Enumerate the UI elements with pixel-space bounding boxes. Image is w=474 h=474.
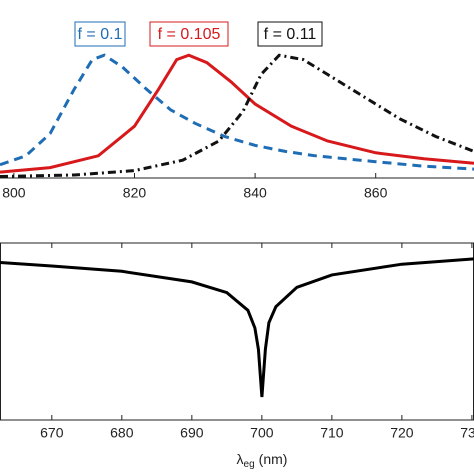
- x-axis-label: λeg (nm): [237, 451, 288, 470]
- legend-box: [74, 21, 126, 47]
- x-tick-label: 670: [40, 425, 64, 441]
- x-tick-label: 820: [123, 185, 147, 201]
- series-line: [0, 257, 474, 398]
- bottom-axis-frame: [0, 242, 474, 421]
- series-line: [0, 53, 474, 174]
- x-tick-label: 730: [460, 425, 474, 441]
- x-tick-label: 800: [2, 185, 26, 201]
- legend-label: f = 0.105: [158, 26, 221, 43]
- legend-box: [257, 21, 323, 47]
- x-tick-label: 690: [180, 425, 204, 441]
- legend-label: f = 0.1: [78, 26, 123, 43]
- x-tick-label: 710: [320, 425, 344, 441]
- x-axis-label-unit: (nm): [259, 451, 288, 467]
- x-axis-label-symbol: λ: [237, 451, 244, 467]
- x-tick-label: 680: [110, 425, 134, 441]
- x-tick-label: 720: [390, 425, 414, 441]
- x-tick-label: 860: [364, 185, 388, 201]
- legend-box: [149, 21, 229, 47]
- x-axis-label-subscript: eg: [244, 459, 255, 470]
- legend-label: f = 0.11: [264, 26, 317, 43]
- x-tick-label: 840: [243, 185, 267, 201]
- series-line: [0, 53, 474, 178]
- x-tick-label: 700: [250, 425, 274, 441]
- series-line: [0, 53, 474, 171]
